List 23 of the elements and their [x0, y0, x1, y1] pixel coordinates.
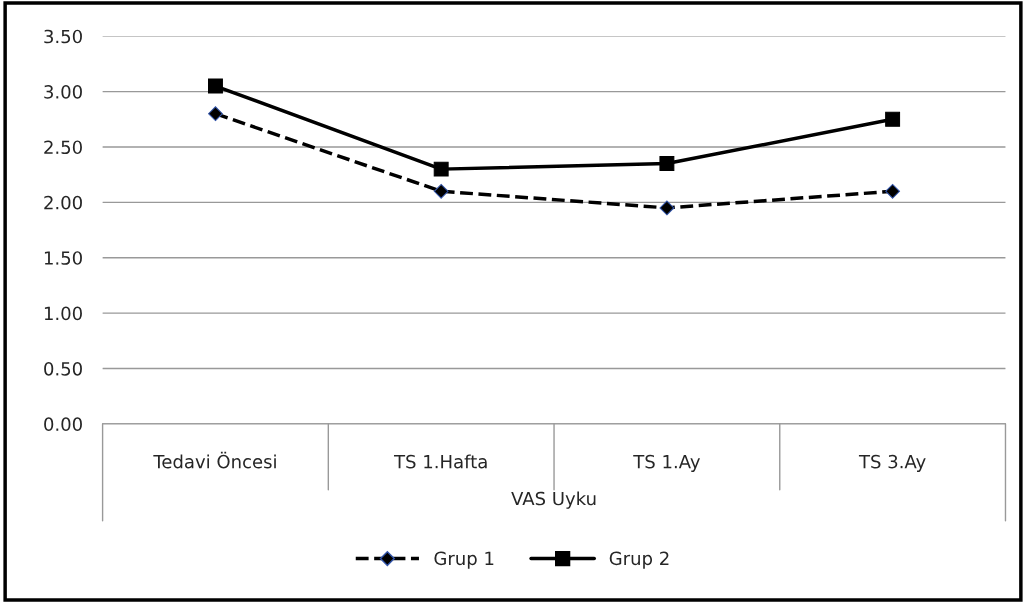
point — [208, 78, 223, 94]
point — [433, 161, 449, 177]
legend-label: Grup 1 — [434, 551, 494, 569]
y-tick-label: 2.00 — [44, 195, 82, 210]
point — [659, 156, 675, 172]
point — [885, 111, 901, 127]
point — [433, 183, 449, 199]
x-axis-title: VAS Uyku — [511, 491, 596, 509]
point — [885, 183, 901, 199]
x-tick-label: Tedavi Öncesi — [153, 451, 276, 469]
y-tick-label: 3.00 — [44, 85, 82, 99]
y-tick-label: 0.50 — [44, 361, 82, 376]
y-tick-label: 3.50 — [44, 29, 82, 44]
point — [659, 200, 675, 216]
y-tick-label: 1.50 — [44, 251, 82, 265]
x-tick-label: TS 1.Ay — [633, 454, 700, 472]
legend-label: Grup 2 — [609, 551, 669, 569]
y-tick-label: 0.00 — [44, 417, 82, 432]
y-tick-label: 1.00 — [44, 306, 82, 321]
x-tick-label: TS 3.Ay — [858, 454, 926, 472]
y-tick-label: 2.50 — [44, 140, 82, 155]
point — [208, 106, 223, 122]
x-tick-label: TS 1.Hafta — [393, 454, 487, 469]
